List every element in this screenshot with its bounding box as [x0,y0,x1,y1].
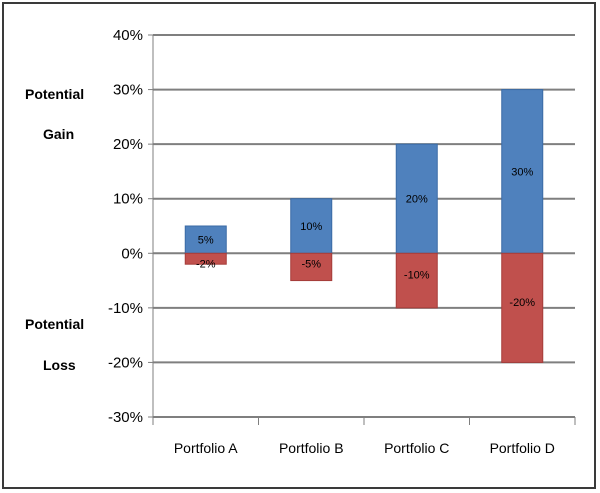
y-tick-label: -30% [108,409,143,426]
gain-label-line2: Gain [43,126,74,142]
data-label: 10% [300,221,322,233]
data-label: -10% [404,270,430,282]
bar [290,252,333,282]
loss-label-line2: Loss [43,357,76,373]
side-labels: Potential Gain Potential Loss [25,86,84,373]
bar [395,252,438,309]
data-labels: 5% -2% 10% -5% 20% -10% 30% -20% [196,166,535,308]
y-tick-label: 30% [113,82,143,99]
y-tick-label: 0% [121,245,143,262]
bars [184,89,544,363]
y-tick-label: 20% [113,136,143,153]
bar [501,252,544,363]
data-label: 20% [406,194,428,206]
bar [184,252,227,265]
y-tick-label: 10% [113,191,143,208]
x-tick-label: Portfolio B [279,440,344,456]
data-label: -20% [509,297,535,309]
bar [395,143,438,254]
gain-label-line1: Potential [25,86,84,102]
loss-label-line1: Potential [25,316,84,332]
data-label: -2% [196,258,216,270]
x-tick-label: Portfolio C [384,440,449,456]
data-label: -5% [301,258,321,270]
x-tick-label: Portfolio D [490,440,555,456]
data-label: 5% [198,235,214,247]
y-tick-label: -20% [108,354,143,371]
y-axis-ticks: 40% 30% 20% 10% 0% -10% -20% -30% [108,27,153,426]
x-tick-label: Portfolio A [174,440,238,456]
data-label: 30% [511,166,533,178]
bar [501,89,544,254]
x-axis: Portfolio A Portfolio B Portfolio C Portfol… [152,35,576,456]
y-tick-label: -10% [108,300,143,317]
y-tick-label: 40% [113,27,143,44]
